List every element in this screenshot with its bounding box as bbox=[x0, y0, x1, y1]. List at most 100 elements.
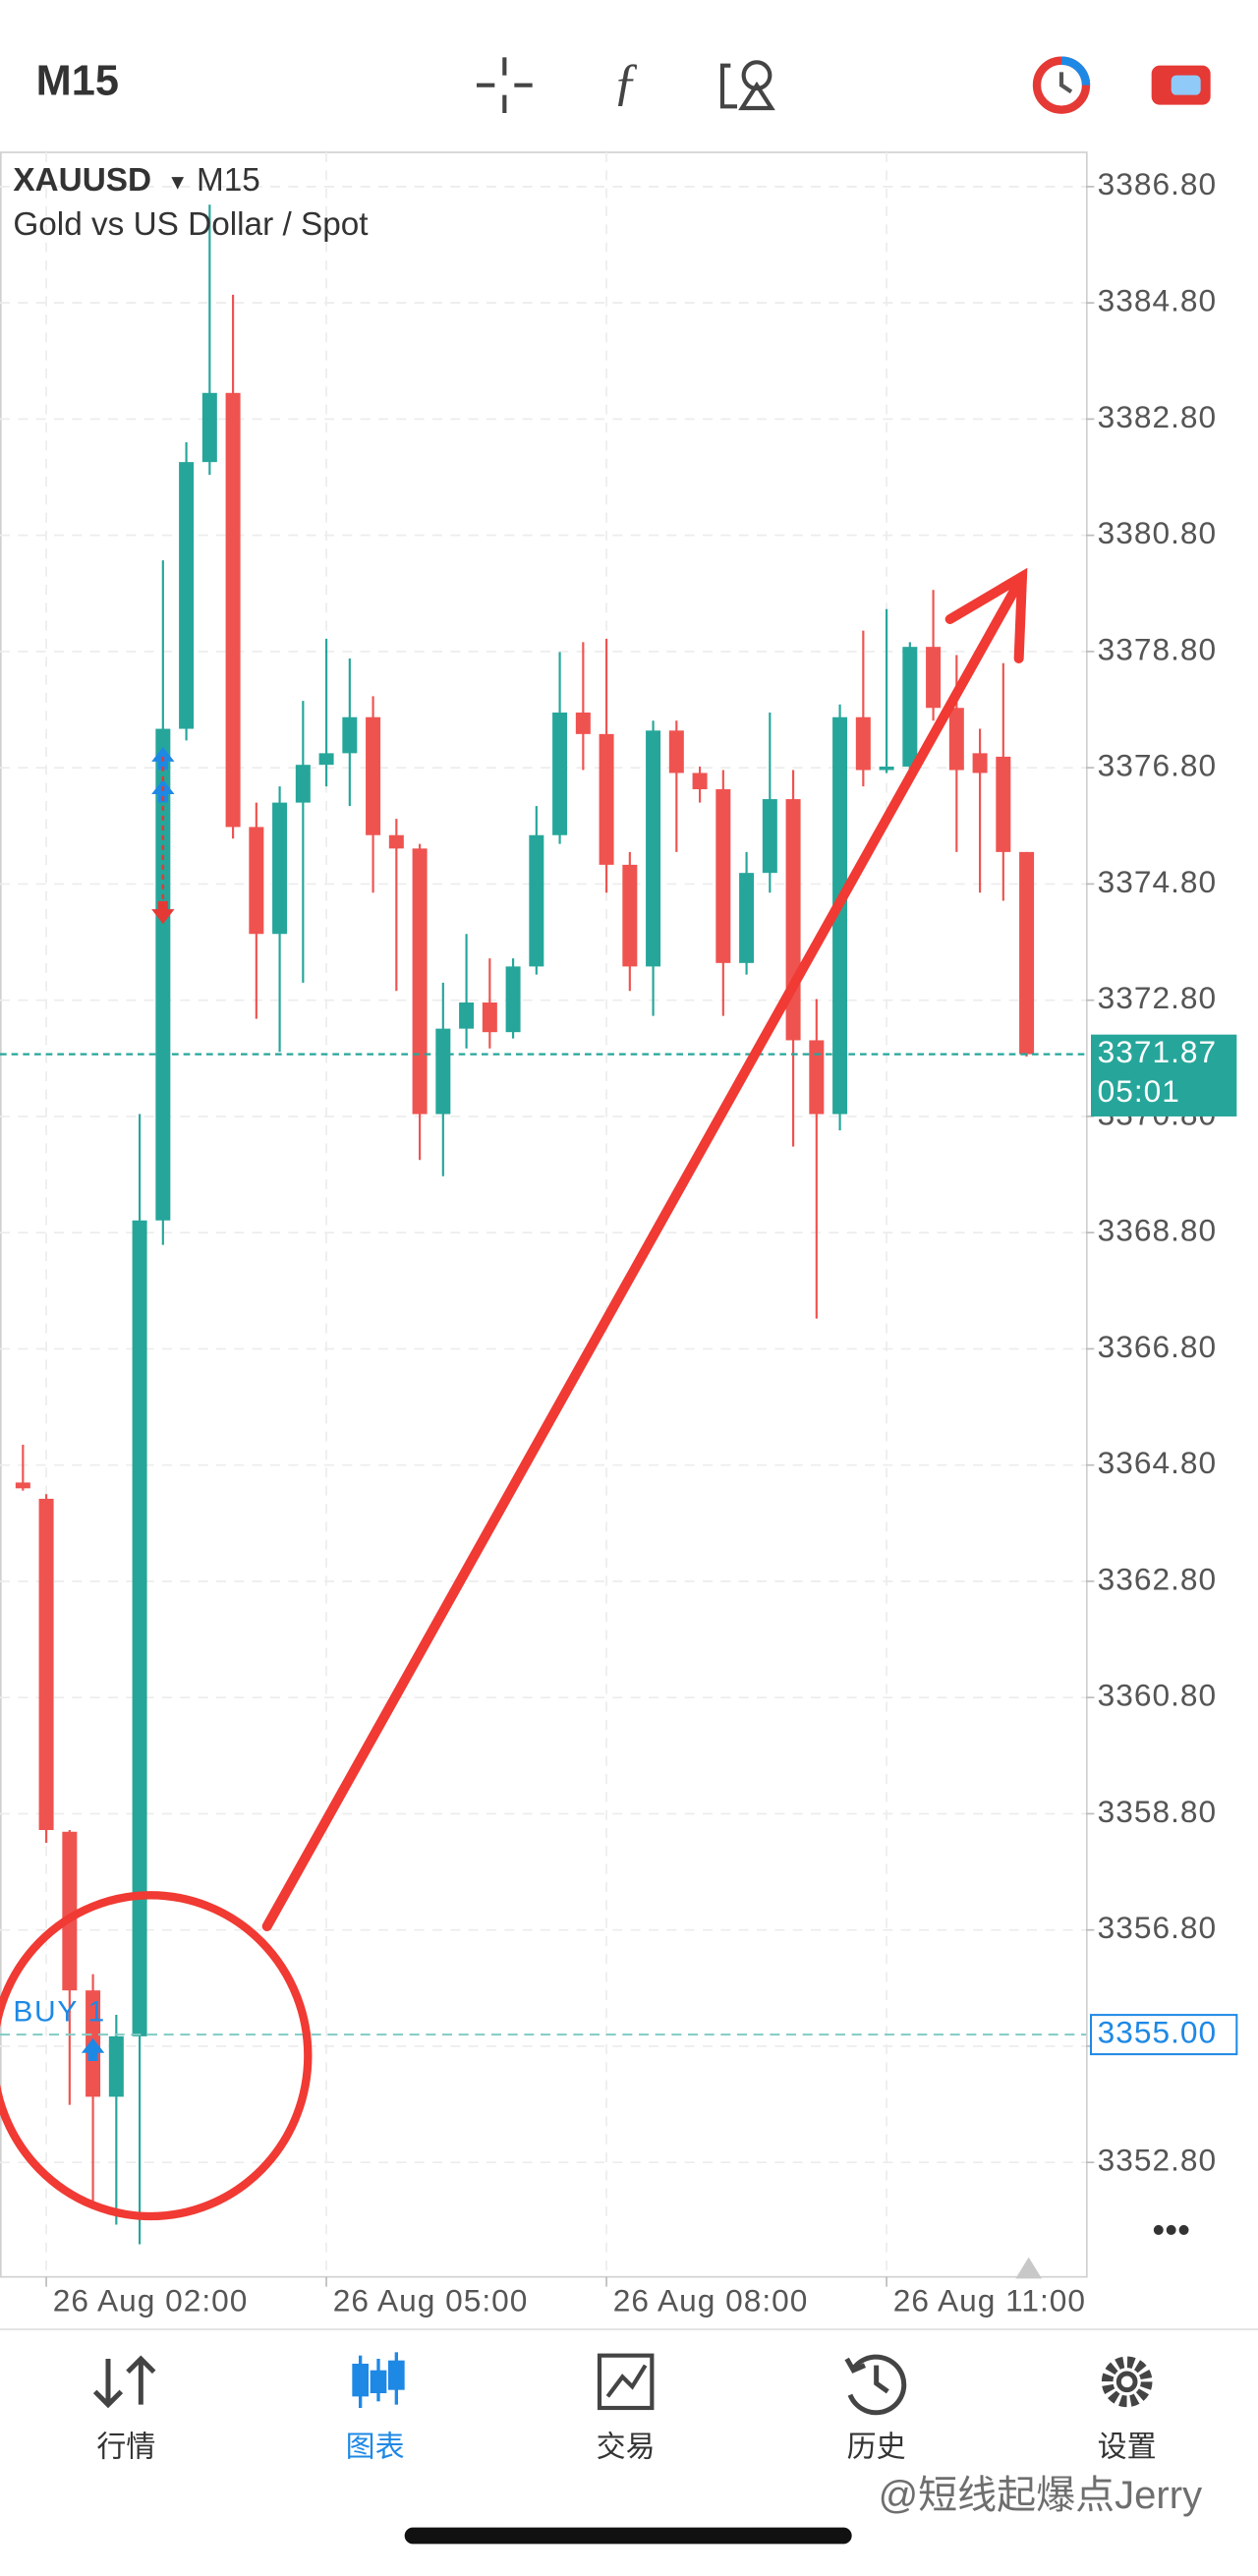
y-tick-label: 3386.80 bbox=[1098, 166, 1217, 201]
y-tick-label: 3376.80 bbox=[1098, 748, 1217, 783]
candle-body bbox=[15, 1482, 30, 1489]
candle-body bbox=[996, 756, 1011, 852]
candle-body bbox=[459, 1002, 475, 1029]
order-price-box bbox=[1090, 2014, 1238, 2056]
candle-body bbox=[762, 799, 777, 874]
y-tick-label: 3372.80 bbox=[1098, 980, 1217, 1015]
candle-body bbox=[879, 766, 894, 771]
settings-icon[interactable] bbox=[1101, 2356, 1153, 2408]
candle-body bbox=[201, 392, 217, 463]
candle-body bbox=[249, 827, 264, 935]
candle-body bbox=[108, 2035, 124, 2097]
y-tick-label: 3358.80 bbox=[1098, 1794, 1217, 1829]
y-tick-label: 3364.80 bbox=[1098, 1445, 1217, 1480]
order-price-label: 3355.00 bbox=[1098, 2014, 1217, 2049]
candle-body bbox=[926, 647, 942, 709]
candle-body bbox=[435, 1028, 451, 1115]
objects-icon[interactable] bbox=[719, 60, 775, 111]
symbol-dropdown[interactable]: ▼ bbox=[167, 169, 188, 194]
tab-label[interactable]: 设置 bbox=[1098, 2432, 1157, 2464]
tab-label[interactable]: 交易 bbox=[597, 2432, 656, 2464]
x-tick-label: 26 Aug 05:00 bbox=[333, 2283, 529, 2318]
current-price-box bbox=[1091, 1034, 1237, 1116]
candle-body bbox=[948, 708, 964, 771]
candle-body bbox=[715, 789, 731, 963]
candle-body bbox=[318, 753, 334, 766]
candle-body bbox=[132, 1220, 147, 2036]
candle-body bbox=[668, 730, 684, 773]
candle-body bbox=[599, 733, 614, 865]
candle-body bbox=[62, 1831, 78, 1991]
candle-body bbox=[155, 728, 171, 1221]
candle-body bbox=[832, 716, 848, 1115]
candle-body bbox=[972, 753, 988, 773]
candle-body bbox=[366, 716, 381, 835]
candle-body bbox=[552, 712, 568, 835]
y-tick-label: 3366.80 bbox=[1098, 1329, 1217, 1364]
home-indicator bbox=[404, 2527, 852, 2545]
y-tick-label: 3384.80 bbox=[1098, 282, 1217, 317]
y-tick-label: 3352.80 bbox=[1098, 2143, 1217, 2178]
trade-marker bbox=[81, 2037, 105, 2062]
annotation-circle bbox=[0, 1891, 313, 2221]
candle-body bbox=[342, 716, 358, 754]
tab-label[interactable]: 图表 bbox=[346, 2432, 405, 2464]
symbol-description: Gold vs US Dollar / Spot bbox=[13, 206, 369, 243]
trading-signal-icon[interactable] bbox=[1032, 56, 1091, 114]
candle-body bbox=[622, 864, 638, 967]
y-tick-label: 3356.80 bbox=[1098, 1910, 1217, 1945]
quotes-icon[interactable] bbox=[92, 2355, 156, 2409]
timeframe-button[interactable]: M15 bbox=[36, 57, 119, 104]
y-tick-label: 3360.80 bbox=[1098, 1678, 1217, 1713]
x-tick-label: 26 Aug 08:00 bbox=[613, 2283, 809, 2318]
candle-body bbox=[412, 848, 428, 1115]
crosshair-icon[interactable] bbox=[477, 57, 533, 114]
countdown-label: 05:01 bbox=[1098, 1073, 1180, 1109]
candle-body bbox=[295, 765, 311, 803]
trade-marker bbox=[151, 900, 175, 925]
candle-body bbox=[809, 1040, 825, 1115]
candle-body bbox=[739, 873, 755, 963]
watermark: @短线起爆点Jerry bbox=[879, 2474, 1203, 2517]
tab-bar: 行情 图表 交易 历史 设置 bbox=[96, 2432, 1156, 2464]
tab-label[interactable]: 行情 bbox=[96, 2432, 155, 2464]
candle-body bbox=[575, 712, 591, 734]
scroll-marker bbox=[1015, 2257, 1042, 2279]
candle-body bbox=[692, 773, 708, 790]
chart: 3352.803354.803356.803358.803360.803362.… bbox=[0, 152, 1238, 2318]
more-button[interactable]: ••• bbox=[1152, 2209, 1189, 2250]
symbol[interactable]: XAUUSD bbox=[13, 162, 151, 199]
candle-body bbox=[529, 834, 544, 967]
candle-body bbox=[179, 462, 195, 729]
y-tick-label: 3378.80 bbox=[1098, 631, 1217, 666]
order-name: BUY 1 bbox=[13, 1995, 105, 2028]
candle-body bbox=[482, 1002, 497, 1033]
annotation-arrow bbox=[261, 567, 1028, 1932]
y-tick-label: 3362.80 bbox=[1098, 1561, 1217, 1596]
trade-icon[interactable] bbox=[597, 2353, 655, 2411]
chart-timeframe: M15 bbox=[197, 162, 260, 199]
candle-body bbox=[855, 716, 871, 771]
candle-body bbox=[388, 834, 404, 849]
chart-tab-icon[interactable] bbox=[352, 2352, 405, 2409]
candle-body bbox=[225, 392, 241, 828]
y-tick-label: 3374.80 bbox=[1098, 864, 1217, 899]
candle-body bbox=[272, 802, 288, 935]
candle-body bbox=[646, 730, 661, 967]
candle-body bbox=[1019, 851, 1035, 1055]
y-tick-label: 3380.80 bbox=[1098, 515, 1217, 550]
current-price-label: 3371.87 bbox=[1098, 1034, 1217, 1069]
one-click-icon[interactable] bbox=[1151, 65, 1211, 105]
indicator-icon[interactable]: ƒ bbox=[612, 52, 639, 111]
candle-body bbox=[38, 1498, 54, 1830]
y-tick-label: 3368.80 bbox=[1098, 1213, 1217, 1248]
x-tick-label: 26 Aug 02:00 bbox=[53, 2283, 249, 2318]
history-icon[interactable] bbox=[844, 2354, 907, 2416]
candle-body bbox=[505, 966, 521, 1033]
chart-frame bbox=[0, 151, 1088, 2278]
y-tick-label: 3382.80 bbox=[1098, 399, 1217, 434]
x-tick-label: 26 Aug 11:00 bbox=[893, 2283, 1086, 2318]
tab-label[interactable]: 历史 bbox=[847, 2432, 906, 2464]
candle-body bbox=[902, 647, 918, 767]
